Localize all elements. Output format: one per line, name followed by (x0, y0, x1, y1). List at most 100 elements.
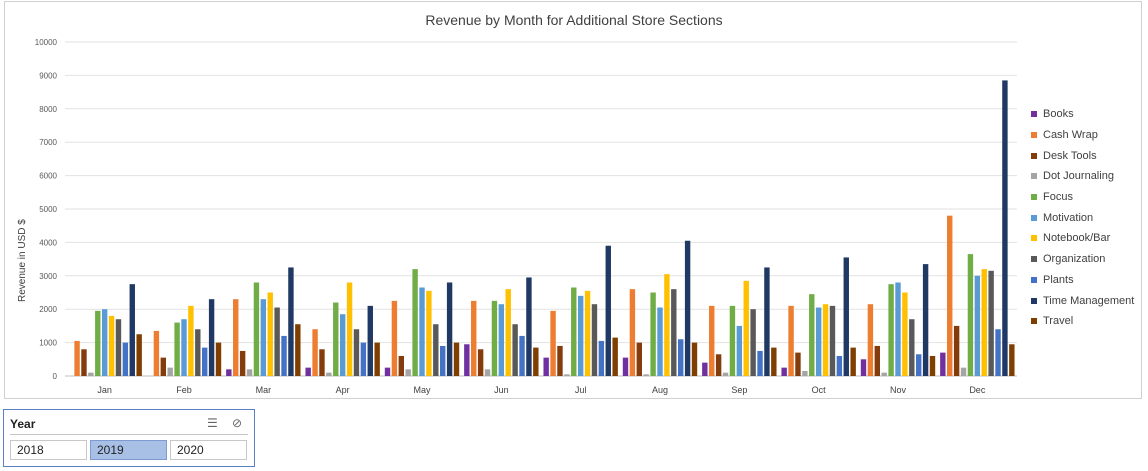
bar (1002, 80, 1008, 376)
bar (208, 299, 215, 376)
bar (981, 269, 987, 376)
bar (940, 352, 946, 376)
bar (333, 302, 339, 376)
bar (995, 329, 1001, 376)
bar (426, 290, 432, 376)
bar (433, 324, 439, 376)
bar (153, 330, 160, 376)
bar (836, 355, 843, 376)
legend-label: Cash Wrap (1043, 129, 1098, 142)
bar (929, 355, 936, 376)
bar (295, 324, 301, 376)
bar (226, 369, 232, 376)
bar (591, 304, 598, 376)
clear-filter-icon[interactable]: ⊘ (232, 416, 243, 430)
legend-item: Motivation (1031, 207, 1143, 228)
bar (736, 325, 743, 376)
bar (398, 355, 404, 376)
bar (729, 305, 736, 376)
bar (353, 329, 360, 376)
bar (671, 289, 677, 376)
bar (519, 335, 525, 376)
bar (339, 314, 346, 376)
bar (612, 337, 618, 376)
bar (678, 339, 684, 376)
legend: Books Cash Wrap Desk Tools Dot Journaling Fo… (1031, 104, 1143, 332)
plot-area: 0 1000 2000 3000 4000 5000 6000 7000 8000 9000 100… (35, 38, 1017, 395)
bar (319, 349, 325, 376)
legend-label: Notebook/Bar (1043, 232, 1111, 245)
bar (743, 280, 749, 376)
bar (598, 340, 605, 376)
bar (584, 290, 591, 376)
bar (498, 304, 505, 376)
bar (909, 319, 915, 376)
legend-item: Travel (1031, 311, 1143, 332)
bar (160, 357, 166, 376)
slicer-option-2019[interactable]: 2019 (90, 440, 167, 460)
bar (947, 215, 953, 376)
legend-swatch (1031, 297, 1037, 304)
y-tick-label: 8000 (39, 105, 57, 114)
bar (874, 345, 880, 376)
bar (922, 264, 929, 376)
bar (167, 367, 173, 376)
bar (860, 359, 867, 376)
bar (412, 269, 418, 376)
bar (809, 294, 815, 376)
bar (636, 342, 642, 376)
legend-label: Dot Journaling (1043, 170, 1114, 183)
bar (115, 319, 122, 376)
bar (953, 325, 960, 376)
bar (657, 307, 663, 376)
x-tick-label: Jul (575, 385, 587, 395)
bar (960, 367, 967, 376)
bar (888, 284, 894, 376)
bar (267, 292, 273, 376)
legend-item: Time Management (1031, 290, 1143, 311)
legend-label: Focus (1043, 191, 1073, 204)
slicer-option-2018[interactable]: 2018 (10, 440, 87, 460)
bar (571, 287, 577, 376)
bar (246, 369, 253, 376)
x-tick-label: Sep (731, 385, 747, 395)
x-tick-label: May (413, 385, 431, 395)
bar (326, 372, 332, 376)
y-tick-label: 3000 (39, 272, 57, 281)
multi-select-icon[interactable]: ☰ (207, 416, 218, 430)
bar (453, 342, 460, 376)
bar (74, 340, 80, 376)
bar (815, 307, 822, 376)
legend-swatch (1031, 214, 1037, 221)
legend-label: Travel (1043, 315, 1074, 328)
bar (684, 240, 691, 376)
x-tick-label: Oct (812, 385, 827, 395)
slicer-option-2020[interactable]: 2020 (170, 440, 247, 460)
legend-item: Organization (1031, 249, 1143, 270)
bar (881, 372, 887, 376)
bar (557, 345, 563, 376)
y-tick-label: 6000 (39, 172, 57, 181)
bar (491, 300, 498, 376)
bar (550, 310, 556, 376)
x-tick-label: Apr (336, 385, 350, 395)
legend-item: Cash Wrap (1031, 125, 1143, 146)
x-tick-label: Nov (890, 385, 907, 395)
bar (722, 372, 729, 376)
legend-swatch (1031, 276, 1037, 283)
legend-swatch (1031, 111, 1037, 118)
bar (795, 352, 801, 376)
bar (367, 305, 373, 376)
bar (622, 357, 629, 376)
bar (715, 354, 722, 376)
bar (260, 299, 267, 376)
y-tick-label: 2000 (39, 305, 57, 314)
bar (129, 284, 135, 376)
bar (202, 347, 208, 376)
bar (253, 282, 260, 376)
bar (967, 254, 974, 376)
bar (709, 305, 715, 376)
bar (440, 345, 446, 376)
x-tick-label: Dec (969, 385, 986, 395)
y-tick-label: 0 (53, 372, 58, 381)
